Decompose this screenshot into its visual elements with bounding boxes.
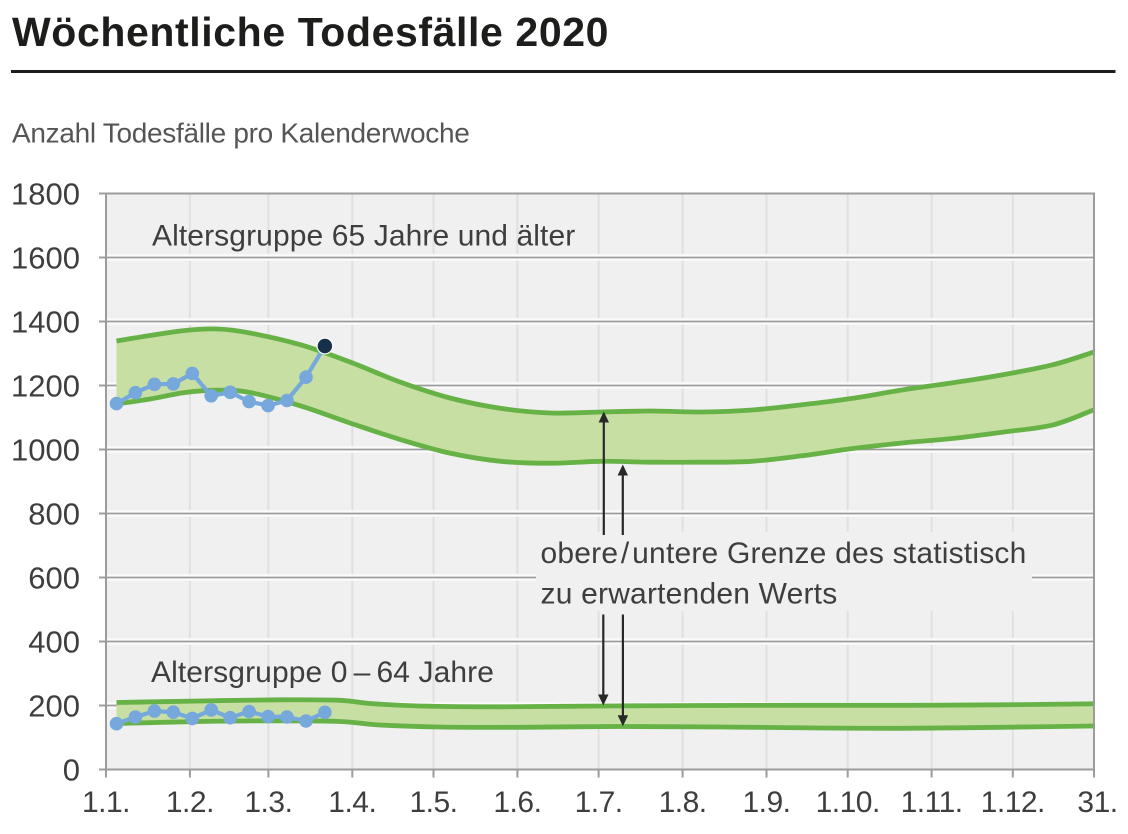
svg-text:1.1.: 1.1. [82,786,130,819]
svg-text:1.8.: 1.8. [659,786,707,819]
svg-text:1.12.: 1.12. [981,786,1045,819]
svg-text:0: 0 [63,753,80,788]
svg-text:zu erwartenden Werts: zu erwartenden Werts [541,578,838,611]
svg-text:600: 600 [28,561,80,596]
svg-text:1000: 1000 [11,433,80,468]
svg-text:1.7.: 1.7. [575,786,623,819]
svg-text:Wöchentliche Todesfälle 2020: Wöchentliche Todesfälle 2020 [12,9,609,55]
svg-text:1.4.: 1.4. [328,786,376,819]
svg-text:Anzahl Todesfälle pro Kalender: Anzahl Todesfälle pro Kalenderwoche [12,118,470,149]
svg-text:1.11.: 1.11. [901,786,963,819]
svg-text:obere / untere Grenze des stat: obere / untere Grenze des statistisch [541,537,1027,570]
svg-text:31.: 31. [1077,786,1117,819]
svg-text:1.9.: 1.9. [742,786,790,819]
svg-text:1800: 1800 [11,177,80,212]
svg-text:Altersgruppe 65 Jahre und älte: Altersgruppe 65 Jahre und älter [152,220,575,253]
svg-text:400: 400 [28,625,80,660]
svg-text:1200: 1200 [11,369,80,404]
svg-text:800: 800 [28,497,80,532]
svg-text:1.10.: 1.10. [816,786,880,819]
svg-text:1.5.: 1.5. [409,786,457,819]
svg-text:1.2.: 1.2. [166,786,214,819]
svg-text:1400: 1400 [11,305,80,340]
svg-text:1600: 1600 [11,241,80,276]
svg-text:200: 200 [28,689,80,724]
svg-text:1.6.: 1.6. [493,786,541,819]
svg-text:1.3.: 1.3. [244,786,292,819]
svg-text:Altersgruppe 0 – 64 Jahre: Altersgruppe 0 – 64 Jahre [151,656,494,689]
